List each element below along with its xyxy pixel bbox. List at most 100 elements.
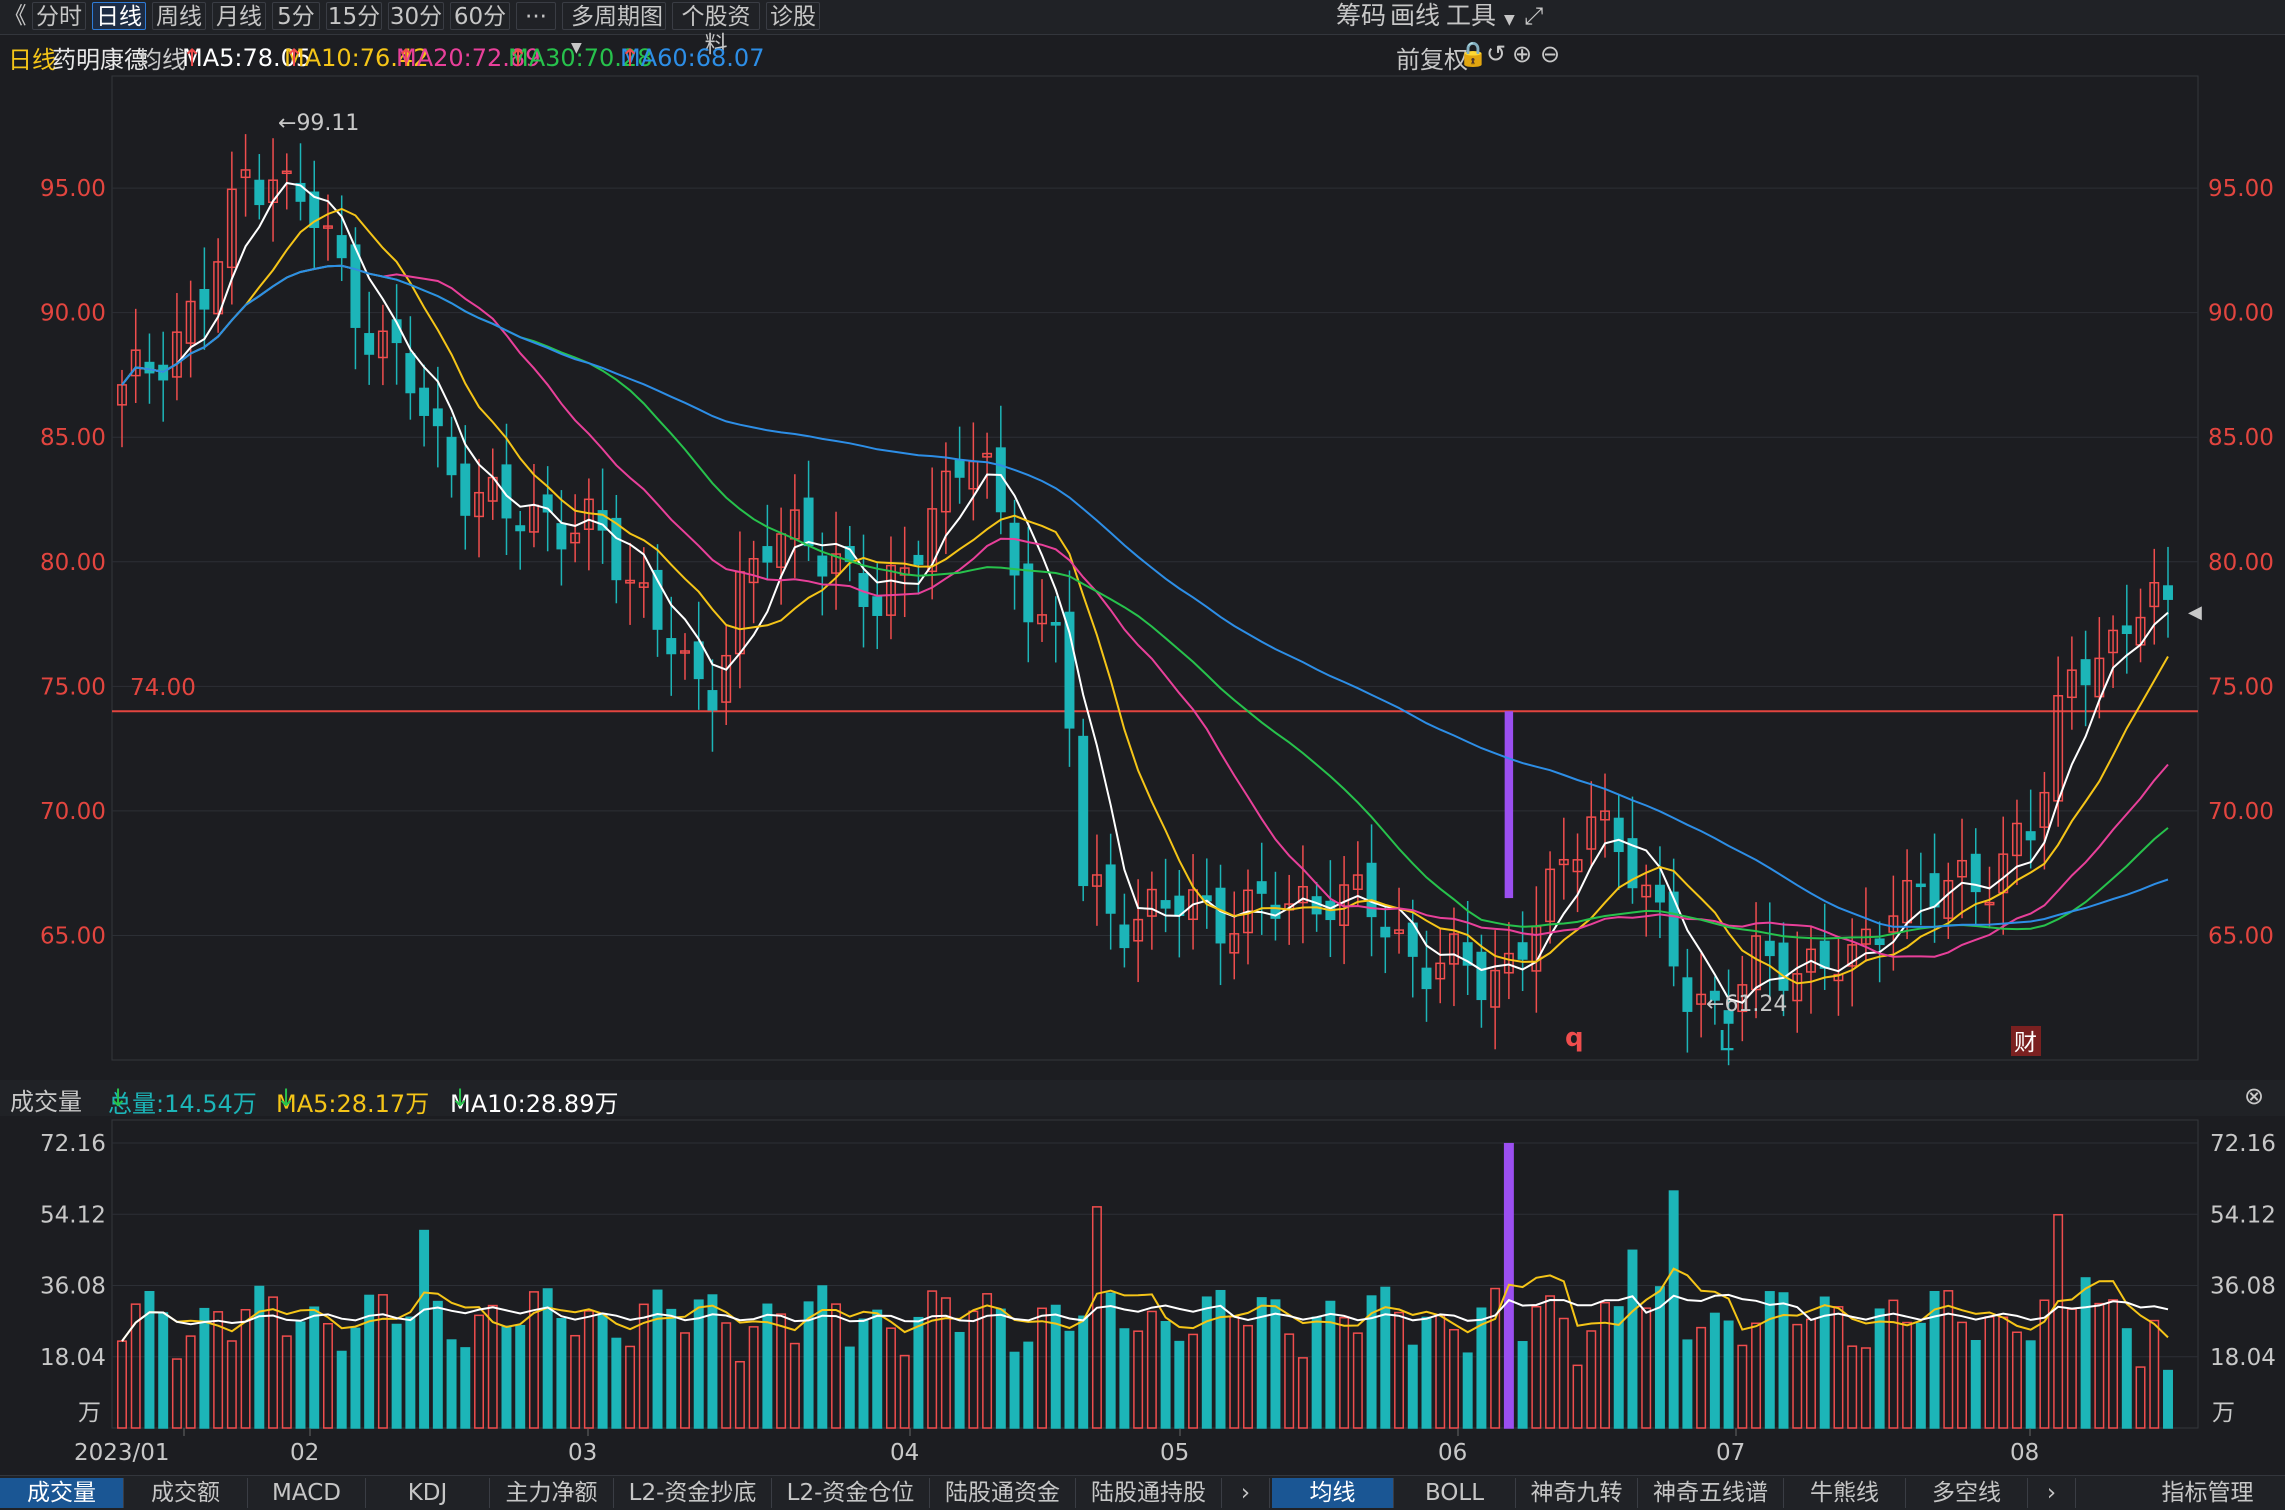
volume-bar: [1160, 1320, 1171, 1429]
candle-body: [2011, 822, 2022, 857]
volume-bar: [117, 1340, 127, 1429]
volume-bar: [1723, 1320, 1734, 1429]
tab-main-net[interactable]: 主力净额: [490, 1478, 614, 1508]
candle-body: [309, 191, 320, 228]
candle-body: [322, 225, 333, 229]
price-cursor-icon: ◀: [2188, 602, 2202, 623]
tab-ma[interactable]: 均线: [1272, 1478, 1394, 1508]
candle-body: [1366, 862, 1377, 918]
marker-cai[interactable]: 财: [2014, 1030, 2037, 1056]
volume-title[interactable]: 成交量: [10, 1088, 82, 1116]
tab-60min[interactable]: 60分: [450, 2, 510, 30]
tab-yuexian[interactable]: 月线: [212, 2, 266, 30]
lock-icon[interactable]: 🔒: [1458, 40, 1488, 68]
down-arrow-icon: ↓: [450, 1084, 471, 1112]
candle-body: [1490, 969, 1501, 1008]
volume-bar: [1174, 1340, 1185, 1429]
candle-body: [1696, 993, 1707, 1005]
candle-body: [1435, 962, 1446, 980]
more-button[interactable]: ···: [516, 2, 556, 30]
volume-bar: [913, 1316, 924, 1429]
candle-body: [1874, 938, 1885, 946]
marker-q[interactable]: q: [1565, 1023, 1584, 1053]
candle-body: [1751, 935, 1762, 991]
close-panel-icon[interactable]: ⊗: [2244, 1082, 2265, 1110]
volume-bar: [1064, 1330, 1075, 1429]
tab-5min[interactable]: 5分: [272, 2, 320, 30]
volume-bar: [309, 1306, 320, 1429]
draw-button[interactable]: 画线: [1390, 1, 1441, 30]
volume-bar: [487, 1304, 498, 1429]
volume-bar: [1407, 1344, 1418, 1429]
volume-bar: [2163, 1369, 2173, 1429]
candle-body: [1023, 563, 1034, 623]
diagnose-button[interactable]: 诊股: [766, 2, 820, 30]
volume-bar: [570, 1334, 581, 1429]
candle-body: [1256, 881, 1267, 894]
tab-kdj[interactable]: KDJ: [366, 1478, 490, 1508]
candle-body: [130, 349, 141, 377]
marker-cai-bg[interactable]: [2011, 1026, 2041, 1056]
zoom-out-icon[interactable]: ⊖: [1540, 40, 1561, 68]
tab-turnover[interactable]: 成交额: [124, 1478, 248, 1508]
volume-bar: [2149, 1319, 2160, 1429]
volume-bar: [1627, 1249, 1638, 1429]
scroll-right-icon-2[interactable]: ›: [2028, 1478, 2076, 1508]
tab-boll[interactable]: BOLL: [1394, 1478, 1516, 1508]
tab-volume[interactable]: 成交量: [0, 1478, 124, 1508]
candle-body: [1641, 884, 1652, 898]
volume-bar: [1696, 1326, 1707, 1429]
scroll-right-icon[interactable]: ›: [1222, 1478, 1270, 1508]
tab-macd[interactable]: MACD: [248, 1478, 366, 1508]
multi-period-button[interactable]: 多周期图 ▼: [562, 2, 666, 56]
down-arrow-icon: ↓: [276, 1084, 297, 1112]
volume-bar: [1558, 1317, 1569, 1429]
ma60-value-text: MA60:68.07: [620, 44, 765, 72]
ma-label[interactable]: 均线: [138, 46, 186, 74]
tab-long-short[interactable]: 多空线: [1906, 1478, 2028, 1508]
price-tick-left: 70.00: [40, 799, 106, 825]
volume-tick-right: 18.04: [2210, 1345, 2276, 1371]
candle-body: [460, 463, 471, 516]
candle-body: [254, 179, 265, 206]
volume-bar: [885, 1327, 896, 1429]
tab-l2-position[interactable]: L2-资金仓位: [772, 1478, 930, 1508]
volume-bar: [1943, 1290, 1954, 1429]
period-toolbar: 《 分时 日线 周线 月线 5分 15分 30分 60分 ··· 多周期图 ▼ …: [0, 0, 2285, 58]
volume-bar: [954, 1331, 965, 1429]
tab-magic-nine[interactable]: 神奇九转: [1516, 1478, 1638, 1508]
candle-body: [611, 517, 622, 581]
tab-hk-holding[interactable]: 陆股通持股: [1076, 1478, 1222, 1508]
candle-body: [144, 361, 155, 374]
zoom-in-icon[interactable]: ⊕: [1512, 40, 1533, 68]
tab-30min[interactable]: 30分: [388, 2, 444, 30]
volume-bar: [1448, 1328, 1459, 1429]
candle-body: [1723, 1010, 1734, 1024]
candle-body: [721, 654, 732, 703]
back-button[interactable]: 《: [3, 3, 27, 29]
undo-icon[interactable]: ↺: [1486, 40, 1507, 68]
candle-body: [1133, 918, 1144, 942]
tab-hk-capital[interactable]: 陆股通资金: [930, 1478, 1076, 1508]
candle-body: [1682, 977, 1693, 1012]
tab-l2-bottom[interactable]: L2-资金抄底: [614, 1478, 772, 1508]
tab-magic-five[interactable]: 神奇五线谱: [1638, 1478, 1784, 1508]
tab-bull-bear[interactable]: 牛熊线: [1784, 1478, 1906, 1508]
tab-zhouxian[interactable]: 周线: [152, 2, 206, 30]
volume-bar: [474, 1314, 484, 1429]
indicator-manage-button[interactable]: 指标管理: [2161, 1480, 2254, 1506]
chip-button[interactable]: 筹码: [1336, 1, 1387, 30]
kline-chart[interactable]: 95.00 95.00 90.00 90.00 85.00 85.00 80.00 80.00…: [0, 0, 2285, 1475]
tab-15min[interactable]: 15分: [326, 2, 382, 30]
candle-body: [982, 452, 993, 458]
volume-bar: [254, 1285, 265, 1429]
fullscreen-icon[interactable]: ⤢: [1524, 2, 1544, 30]
profile-button[interactable]: 个股资料: [672, 2, 760, 58]
tab-rixian[interactable]: 日线: [92, 2, 146, 30]
candle-body: [1627, 838, 1638, 889]
adjust-button[interactable]: 前复权: [1396, 46, 1468, 74]
tab-fenshi[interactable]: 分时: [32, 2, 86, 30]
volume-bar: [1435, 1314, 1446, 1429]
tools-button[interactable]: 工具 ▼: [1446, 2, 1515, 30]
marker-l[interactable]: L: [1718, 1024, 1734, 1057]
